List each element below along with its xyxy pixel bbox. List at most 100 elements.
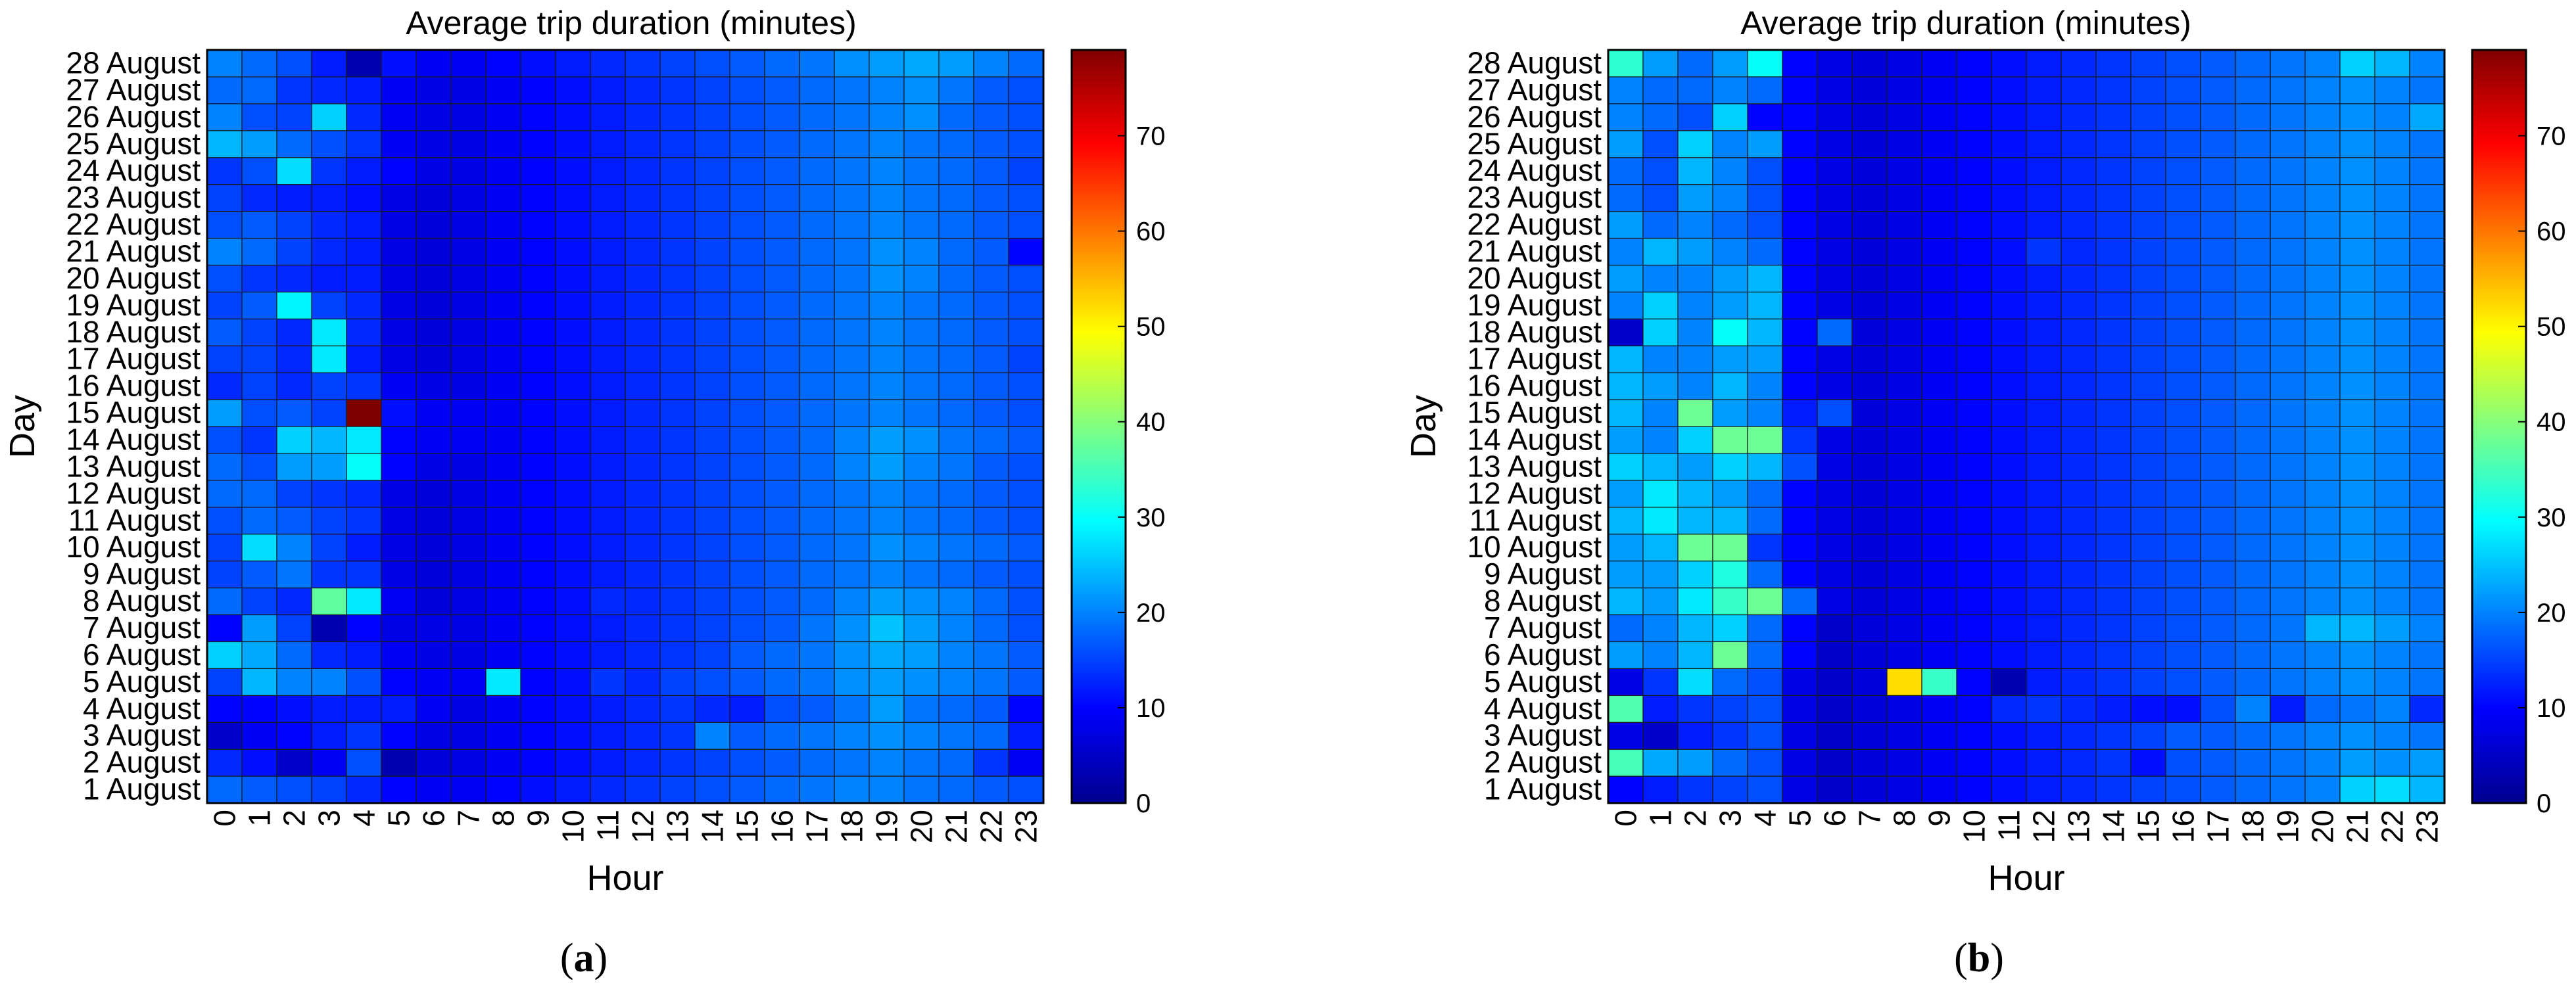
heatmap-cell (659, 372, 696, 400)
heatmap-cell (555, 775, 591, 804)
heatmap-cell (1008, 534, 1044, 562)
heatmap-cell (799, 49, 835, 78)
heatmap-cell (1817, 614, 1853, 643)
heatmap-cell (1817, 534, 1853, 562)
x-tick-label: 6 (1818, 810, 1852, 827)
heatmap-cell (346, 291, 382, 319)
heatmap-cell (485, 668, 521, 696)
heatmap-cell (1817, 157, 1853, 185)
heatmap-cell (2095, 695, 2132, 723)
heatmap-cell (1008, 184, 1044, 212)
heatmap-cell (485, 399, 521, 427)
heatmap-cell (276, 641, 312, 669)
heatmap-cell (625, 668, 661, 696)
heatmap-cell (1851, 318, 1888, 346)
heatmap-cell (2339, 561, 2375, 589)
heatmap-cell (1991, 345, 2027, 373)
heatmap-cell (1677, 426, 1713, 454)
heatmap-cell (2235, 291, 2271, 319)
heatmap-cell (346, 614, 382, 643)
heatmap-cell (1642, 695, 1679, 723)
heatmap-cell (590, 318, 626, 346)
heatmap-cell (764, 184, 800, 212)
heatmap-cell (520, 587, 556, 616)
heatmap-cell (1642, 184, 1679, 212)
heatmap-cell (241, 76, 277, 104)
heatmap-cell (520, 103, 556, 131)
heatmap-cell (903, 130, 940, 158)
heatmap-cell (694, 318, 730, 346)
heatmap-cell (1886, 480, 1922, 508)
heatmap-cell (1991, 264, 2027, 292)
heatmap-cell (416, 318, 452, 346)
heatmap-cell (799, 76, 835, 104)
y-tick-label: 19 August (1467, 288, 1602, 322)
heatmap-cell (206, 345, 243, 373)
heatmap-cell (346, 426, 382, 454)
heatmap-cell (973, 76, 1009, 104)
heatmap-cell (346, 130, 382, 158)
heatmap-cell (2026, 587, 2062, 616)
heatmap-cell (276, 561, 312, 589)
heatmap-cell (1886, 426, 1922, 454)
heatmap-cell (2304, 264, 2341, 292)
heatmap-cell (416, 587, 452, 616)
heatmap-cell (381, 614, 417, 643)
heatmap-cell (520, 775, 556, 804)
heatmap-cell (1851, 587, 1888, 616)
heatmap-cell (764, 210, 800, 239)
heatmap-cell (938, 399, 974, 427)
heatmap-cell (625, 291, 661, 319)
heatmap-cell (729, 130, 765, 158)
heatmap-cell (206, 480, 243, 508)
heatmap-cell (2026, 237, 2062, 266)
heatmap-cell (206, 614, 243, 643)
heatmap-cell (1747, 641, 1783, 669)
heatmap-cell (869, 103, 905, 131)
heatmap-cell (590, 453, 626, 481)
heatmap-cell (869, 587, 905, 616)
heatmap-cell (2165, 157, 2201, 185)
heatmap-cell (694, 130, 730, 158)
heatmap-cell (206, 399, 243, 427)
heatmap-cell (276, 210, 312, 239)
heatmap-cell (973, 103, 1009, 131)
heatmap-cell (2061, 291, 2097, 319)
heatmap-cell (2095, 264, 2132, 292)
colorbar-tick-label: 10 (1136, 694, 1166, 723)
heatmap-cell (869, 695, 905, 723)
heatmap-cell (2026, 426, 2062, 454)
heatmap-cell (520, 157, 556, 185)
heatmap-cell (729, 264, 765, 292)
colorbar-tick-label: 60 (2537, 218, 2566, 246)
heatmap-cell (1008, 614, 1044, 643)
heatmap-cell (485, 372, 521, 400)
colorbar-tick-label: 40 (1136, 408, 1166, 437)
heatmap-cell (1608, 426, 1644, 454)
y-tick-label: 24 August (1467, 153, 1602, 187)
heatmap-cell (2339, 587, 2375, 616)
heatmap-cell (2270, 614, 2306, 643)
heatmap-cell (520, 695, 556, 723)
plot-frame (206, 49, 1045, 804)
heatmap-cell (834, 695, 870, 723)
heatmap-cell (2235, 453, 2271, 481)
x-tick-label: 0 (1609, 810, 1643, 827)
heatmap-cell (450, 614, 487, 643)
heatmap-cell (2304, 668, 2341, 696)
heatmap-cell (311, 318, 347, 346)
heatmap-cell (450, 399, 487, 427)
heatmap-cell (729, 157, 765, 185)
heatmap-cell (1886, 722, 1922, 750)
heatmap-cell (903, 587, 940, 616)
heatmap-cell (1817, 453, 1853, 481)
heatmap-cell (241, 184, 277, 212)
heatmap-cell (2304, 76, 2341, 104)
heatmap-cell (2061, 775, 2097, 804)
heatmap-cell (2130, 130, 2166, 158)
heatmap-cell (659, 614, 696, 643)
y-tick-label: 25 August (66, 126, 201, 160)
heatmap-cell (1642, 614, 1679, 643)
heatmap-cell (1642, 775, 1679, 804)
heatmap-cell (2304, 184, 2341, 212)
